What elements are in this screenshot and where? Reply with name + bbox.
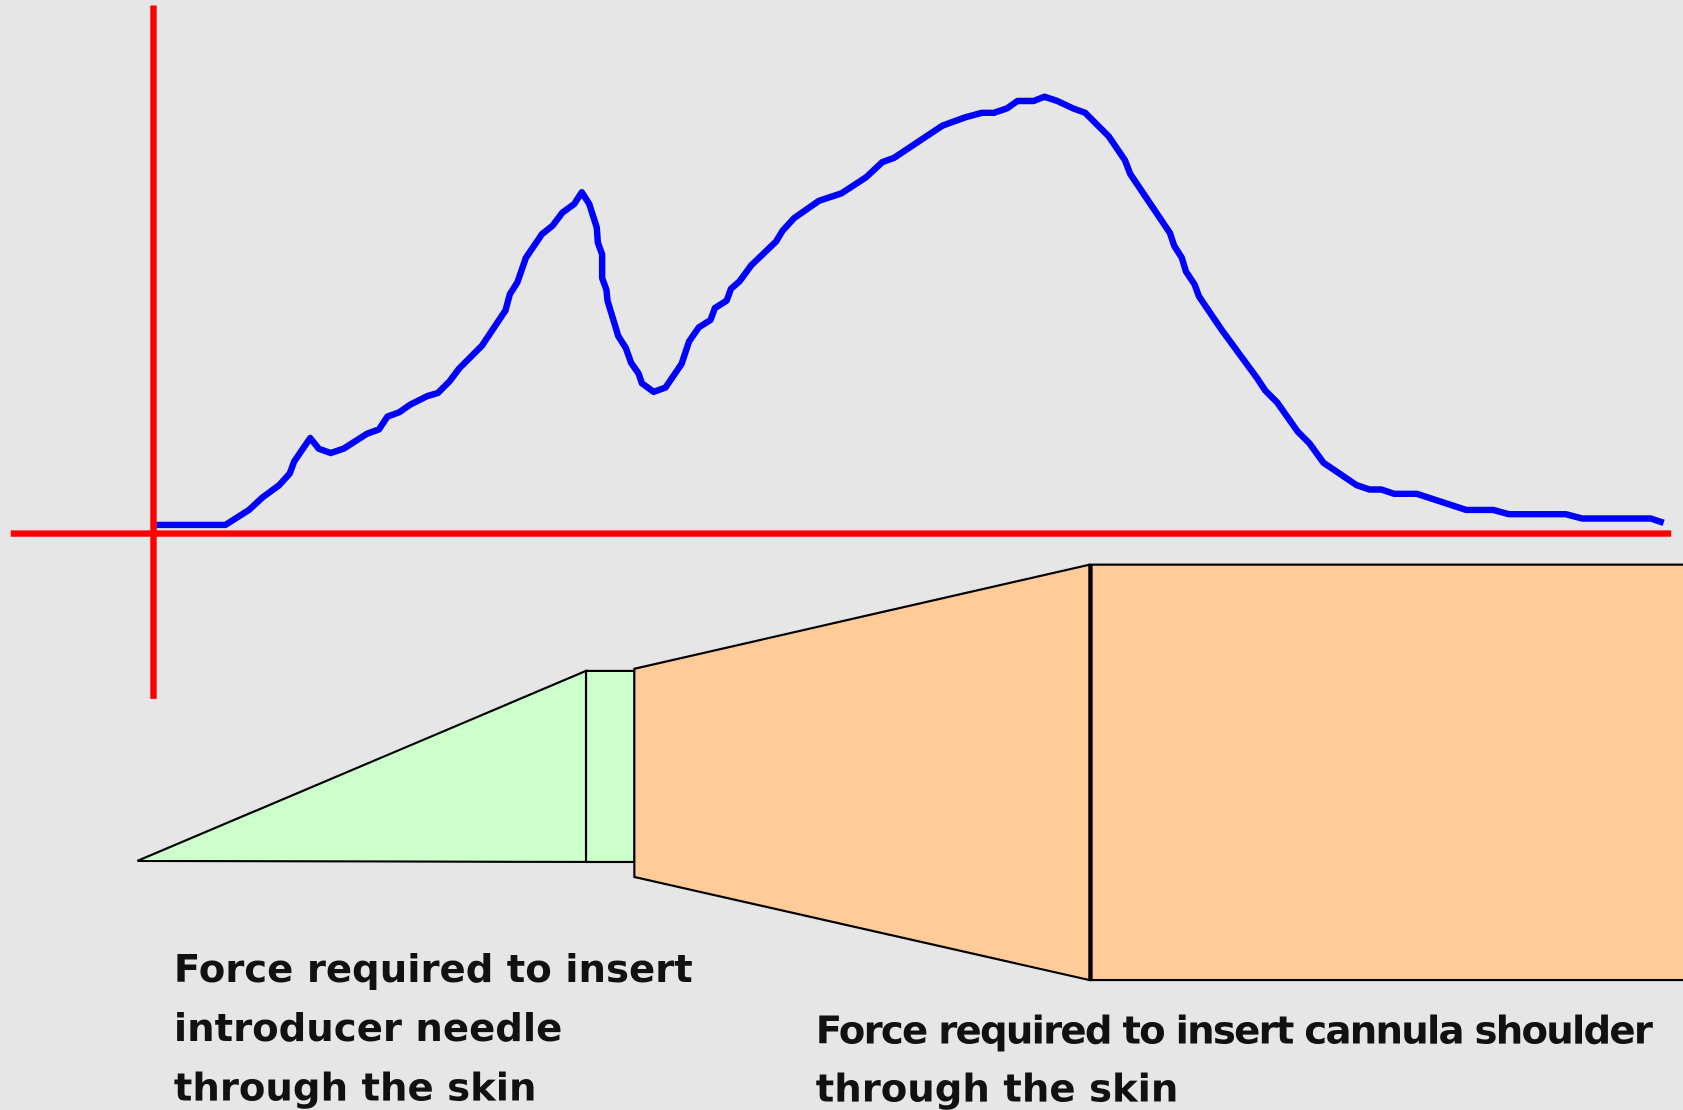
- caption-line: Force required to insert cannula shoulde…: [816, 1008, 1653, 1053]
- caption-line: Force required to insert: [174, 947, 693, 992]
- caption-line: through the skin: [174, 1065, 537, 1110]
- diagram: Force required to insert introducer need…: [0, 0, 1683, 1110]
- page: {"labels": [ {"lines": ["Force required …: [0, 0, 1683, 1110]
- caption-line: through the skin: [816, 1066, 1179, 1110]
- cannula-body: [1089, 565, 1683, 980]
- caption-line: introducer needle: [174, 1006, 562, 1051]
- needle-shaft: [586, 671, 634, 862]
